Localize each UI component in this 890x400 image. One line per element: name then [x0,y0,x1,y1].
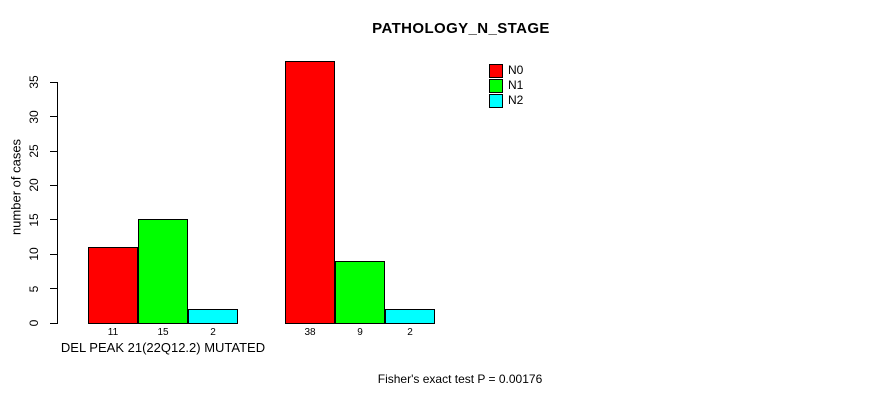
legend-swatch-icon [489,78,503,93]
y-tick-label: 20 [27,178,41,193]
y-tick-mark [50,253,57,255]
bar-n1-group2 [335,260,385,324]
y-tick-mark [50,81,57,83]
legend-label: N2 [508,93,524,107]
y-tick-mark [50,288,57,290]
y-tick-mark [50,150,57,152]
x-axis-group-label: DEL PEAK 21(22Q12.2) MUTATED [60,340,266,355]
bar-value-label: 11 [107,327,119,338]
legend-row-n2: N2 [489,93,523,108]
bar-value-label: 2 [407,327,413,338]
y-axis-title: number of cases [8,138,24,236]
bar-n0-group1 [88,246,138,324]
y-tick-label: 25 [27,144,41,158]
y-tick-label: 30 [27,109,41,124]
legend: N0 N1 N2 [489,63,523,108]
legend-row-n0: N0 [489,63,523,78]
bar-n2-group1 [188,308,238,324]
chart-title: PATHOLOGY_N_STAGE [372,20,550,37]
legend-label: N0 [508,63,524,77]
y-tick-label: 5 [27,285,41,293]
y-tick-label: 15 [27,213,41,227]
bar-value-label: 9 [357,327,363,338]
bar-n0-group2 [285,61,335,324]
y-tick-mark [50,184,57,186]
y-tick-label: 10 [27,247,41,262]
y-tick-mark [50,322,57,324]
legend-swatch-icon [489,93,503,108]
y-tick-label: 0 [27,319,41,327]
stats-caption: Fisher's exact test P = 0.00176 [377,372,543,386]
y-axis-line [57,81,58,324]
bar-value-label: 38 [304,327,316,338]
bar-n1-group1 [138,219,188,324]
y-tick-mark [50,219,57,221]
legend-row-n1: N1 [489,78,523,93]
bar-value-label: 15 [157,327,169,338]
bar-n2-group2 [385,308,435,324]
bar-value-label: 2 [210,327,216,338]
y-tick-mark [50,116,57,118]
legend-label: N1 [508,78,524,92]
legend-swatch-icon [489,63,503,78]
y-tick-label: 35 [27,75,41,89]
